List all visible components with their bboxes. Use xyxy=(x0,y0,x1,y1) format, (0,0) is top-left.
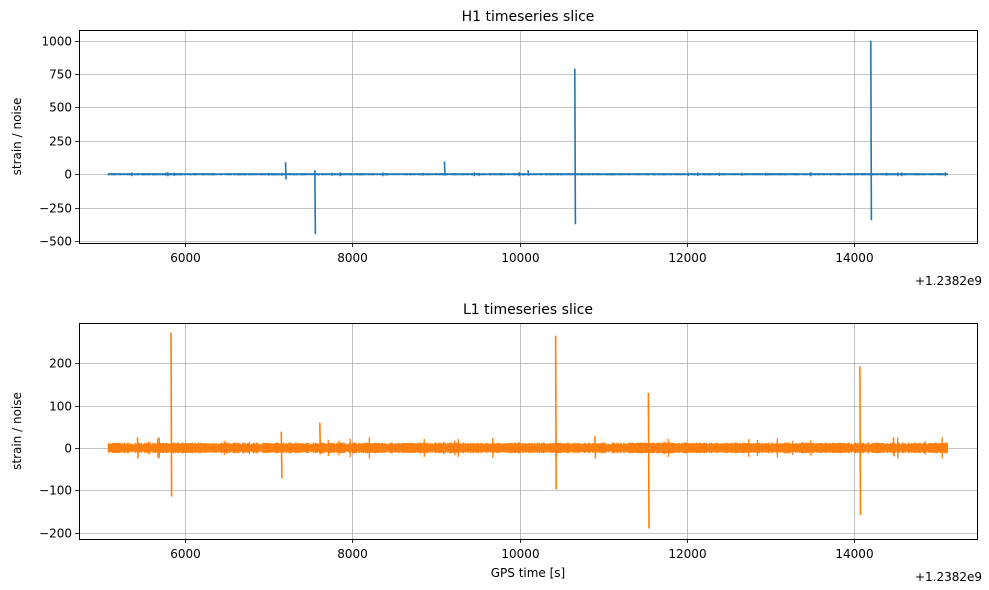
l1-x-tick-label: 6000 xyxy=(170,547,201,561)
h1-y-tick-label: −250 xyxy=(39,202,72,216)
h1-glitch-spike xyxy=(443,161,446,176)
l1-glitch-spike xyxy=(892,437,895,457)
h1-x-tick-label: 8000 xyxy=(337,251,368,265)
l1-axes-frame xyxy=(79,323,978,540)
l1-glitch-spike xyxy=(136,437,139,459)
h1-x-tick-label: 14000 xyxy=(835,251,873,265)
h1-x-offset-label: +1.2382e9 xyxy=(915,274,982,288)
l1-y-ticks: −200 −100 0 100 200 xyxy=(39,357,79,541)
h1-y-tick-label: 500 xyxy=(49,101,72,115)
l1-glitch-spike xyxy=(280,431,283,479)
l1-x-tick-label: 8000 xyxy=(337,547,368,561)
h1-y-tick-label: 1000 xyxy=(41,35,72,49)
l1-x-axis-label: GPS time [s] xyxy=(491,566,566,580)
l1-x-tick-label: 14000 xyxy=(835,547,873,561)
l1-y-tick-label: 0 xyxy=(64,442,72,456)
l1-glitch-spike xyxy=(554,335,557,490)
h1-glitch-spike xyxy=(870,40,873,221)
l1-x-tick-label: 12000 xyxy=(668,547,706,561)
l1-y-axis-label: strain / noise xyxy=(10,392,24,470)
l1-glitch-spike xyxy=(594,436,597,459)
l1-glitch-spike xyxy=(859,366,862,515)
h1-y-ticks: −500 −250 0 250 500 750 1000 xyxy=(39,35,79,249)
l1-noise-band xyxy=(107,437,948,459)
l1-series-line xyxy=(107,332,948,529)
l1-glitch-spike xyxy=(647,392,650,529)
h1-axes-frame xyxy=(79,30,978,244)
l1-y-tick-label: 100 xyxy=(49,400,72,414)
l1-x-offset-label: +1.2382e9 xyxy=(915,570,982,584)
l1-y-tick-label: −100 xyxy=(39,484,72,498)
h1-x-ticks: 6000 8000 10000 12000 14000 xyxy=(170,243,874,265)
h1-y-axis-label: strain / noise xyxy=(10,98,24,176)
h1-y-tick-label: 250 xyxy=(49,135,72,149)
h1-y-tick-label: 0 xyxy=(64,168,72,182)
h1-glitch-spike xyxy=(284,162,287,180)
h1-glitch-spike xyxy=(527,170,530,176)
h1-series-line xyxy=(107,40,948,235)
l1-glitch-spike xyxy=(319,422,322,455)
h1-subplot: H1 timeseries slice strain / noise +1.23… xyxy=(10,9,982,288)
h1-glitch-spike xyxy=(314,170,317,235)
l1-subplot: L1 timeseries slice strain / noise GPS t… xyxy=(10,302,982,584)
l1-x-ticks: 6000 8000 10000 12000 14000 xyxy=(170,539,874,561)
h1-x-tick-label: 6000 xyxy=(170,251,201,265)
l1-y-tick-label: −200 xyxy=(39,527,72,541)
h1-plot-title: H1 timeseries slice xyxy=(462,9,595,25)
l1-glitch-spike xyxy=(170,332,173,497)
h1-glitch-spike xyxy=(574,68,577,225)
l1-plot-title: L1 timeseries slice xyxy=(463,302,593,318)
h1-x-tick-label: 10000 xyxy=(501,251,539,265)
h1-y-tick-label: 750 xyxy=(49,68,72,82)
h1-y-tick-label: −500 xyxy=(39,235,72,249)
l1-y-tick-label: 200 xyxy=(49,357,72,371)
l1-x-tick-label: 10000 xyxy=(501,547,539,561)
h1-x-tick-label: 12000 xyxy=(668,251,706,265)
